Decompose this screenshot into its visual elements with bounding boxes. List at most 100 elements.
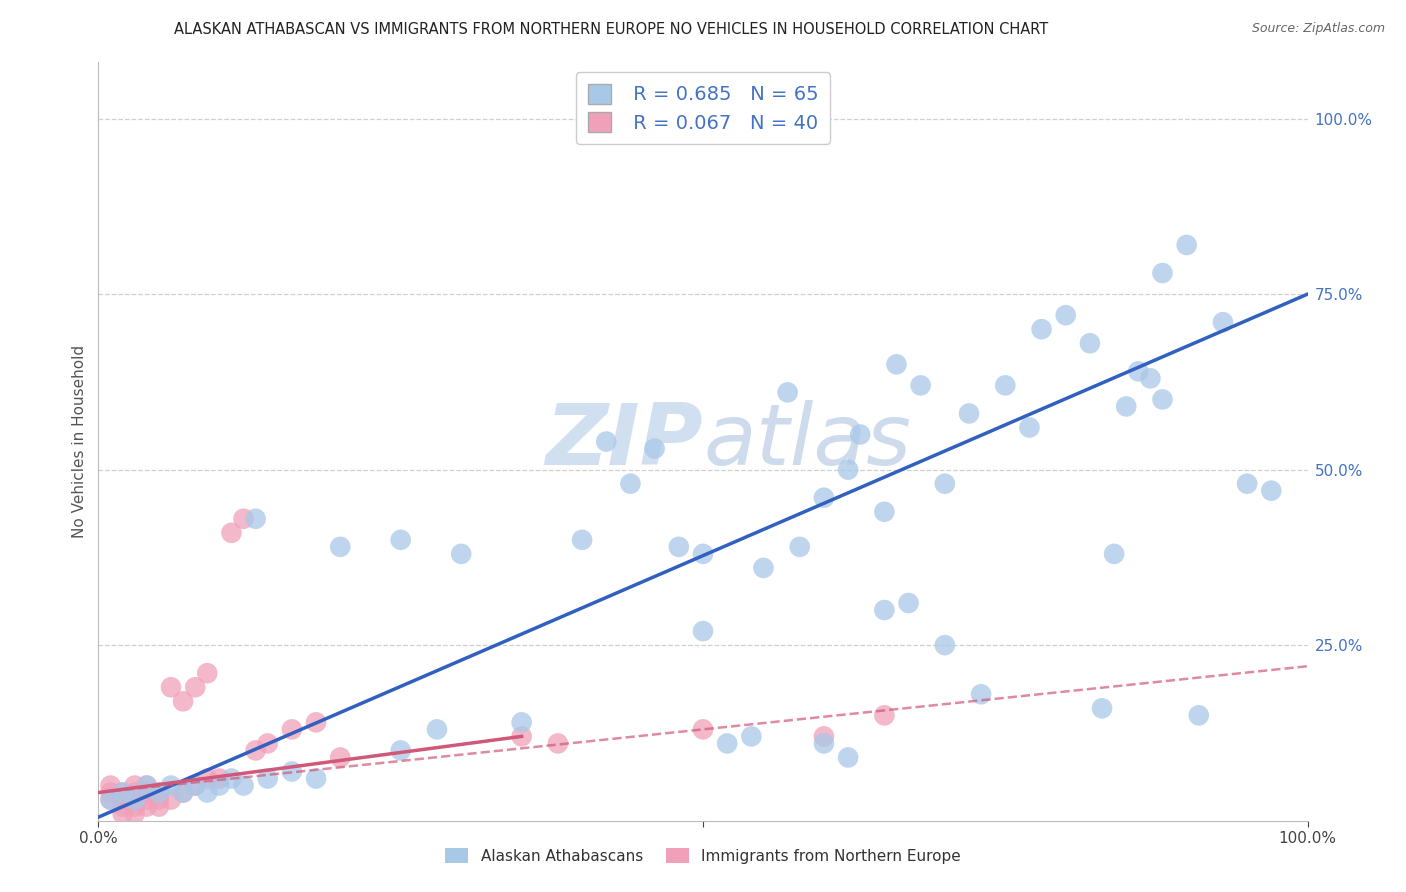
Point bbox=[873, 603, 896, 617]
Point bbox=[160, 792, 183, 806]
Point bbox=[160, 779, 183, 793]
Point bbox=[135, 799, 157, 814]
Point bbox=[184, 779, 207, 793]
Point bbox=[221, 772, 243, 786]
Point bbox=[571, 533, 593, 547]
Point bbox=[111, 806, 134, 821]
Point bbox=[910, 378, 932, 392]
Point bbox=[148, 786, 170, 800]
Point bbox=[329, 750, 352, 764]
Point bbox=[221, 525, 243, 540]
Point bbox=[256, 772, 278, 786]
Point bbox=[1139, 371, 1161, 385]
Point bbox=[547, 736, 569, 750]
Point bbox=[873, 505, 896, 519]
Point bbox=[510, 715, 533, 730]
Point bbox=[172, 694, 194, 708]
Point bbox=[970, 687, 993, 701]
Point bbox=[195, 772, 218, 786]
Point bbox=[256, 736, 278, 750]
Point bbox=[148, 786, 170, 800]
Point bbox=[837, 750, 859, 764]
Point bbox=[135, 779, 157, 793]
Point bbox=[934, 476, 956, 491]
Point bbox=[135, 779, 157, 793]
Point bbox=[100, 779, 122, 793]
Point bbox=[776, 385, 799, 400]
Point bbox=[111, 786, 134, 800]
Point bbox=[692, 624, 714, 639]
Point bbox=[245, 743, 267, 757]
Point bbox=[957, 407, 980, 421]
Point bbox=[813, 491, 835, 505]
Point bbox=[450, 547, 472, 561]
Point bbox=[873, 708, 896, 723]
Point bbox=[692, 547, 714, 561]
Point bbox=[849, 427, 872, 442]
Point bbox=[232, 779, 254, 793]
Point bbox=[1102, 547, 1125, 561]
Point bbox=[1152, 266, 1174, 280]
Point bbox=[426, 723, 449, 737]
Text: Source: ZipAtlas.com: Source: ZipAtlas.com bbox=[1251, 22, 1385, 36]
Point bbox=[934, 638, 956, 652]
Point bbox=[111, 792, 134, 806]
Point bbox=[305, 715, 328, 730]
Point bbox=[1236, 476, 1258, 491]
Point bbox=[813, 730, 835, 744]
Point bbox=[1115, 400, 1137, 414]
Point bbox=[789, 540, 811, 554]
Point bbox=[1054, 308, 1077, 322]
Point bbox=[195, 666, 218, 681]
Point bbox=[100, 792, 122, 806]
Point bbox=[994, 378, 1017, 392]
Point bbox=[135, 792, 157, 806]
Point bbox=[208, 772, 231, 786]
Point bbox=[281, 764, 304, 779]
Point bbox=[716, 736, 738, 750]
Point bbox=[124, 792, 146, 806]
Point bbox=[100, 792, 122, 806]
Point bbox=[837, 462, 859, 476]
Point bbox=[184, 779, 207, 793]
Point bbox=[232, 512, 254, 526]
Point bbox=[1152, 392, 1174, 407]
Y-axis label: No Vehicles in Household: No Vehicles in Household bbox=[72, 345, 87, 538]
Point bbox=[100, 786, 122, 800]
Point bbox=[1018, 420, 1040, 434]
Point bbox=[897, 596, 920, 610]
Point bbox=[1212, 315, 1234, 329]
Point bbox=[329, 540, 352, 554]
Point bbox=[389, 533, 412, 547]
Text: ALASKAN ATHABASCAN VS IMMIGRANTS FROM NORTHERN EUROPE NO VEHICLES IN HOUSEHOLD C: ALASKAN ATHABASCAN VS IMMIGRANTS FROM NO… bbox=[174, 22, 1049, 37]
Point bbox=[160, 680, 183, 694]
Point bbox=[245, 512, 267, 526]
Text: atlas: atlas bbox=[703, 400, 911, 483]
Point bbox=[668, 540, 690, 554]
Legend: Alaskan Athabascans, Immigrants from Northern Europe: Alaskan Athabascans, Immigrants from Nor… bbox=[439, 842, 967, 870]
Point bbox=[184, 680, 207, 694]
Point bbox=[389, 743, 412, 757]
Point bbox=[124, 799, 146, 814]
Point bbox=[1128, 364, 1150, 378]
Point bbox=[1188, 708, 1211, 723]
Point bbox=[1078, 336, 1101, 351]
Point bbox=[148, 792, 170, 806]
Point bbox=[124, 786, 146, 800]
Point bbox=[124, 792, 146, 806]
Point bbox=[1091, 701, 1114, 715]
Point bbox=[208, 779, 231, 793]
Point bbox=[124, 779, 146, 793]
Point bbox=[1260, 483, 1282, 498]
Point bbox=[619, 476, 641, 491]
Point bbox=[692, 723, 714, 737]
Point bbox=[1175, 238, 1198, 252]
Text: ZIP: ZIP bbox=[546, 400, 703, 483]
Point bbox=[281, 723, 304, 737]
Point bbox=[195, 786, 218, 800]
Point bbox=[1031, 322, 1053, 336]
Point bbox=[111, 799, 134, 814]
Point bbox=[172, 786, 194, 800]
Point bbox=[595, 434, 617, 449]
Point bbox=[124, 806, 146, 821]
